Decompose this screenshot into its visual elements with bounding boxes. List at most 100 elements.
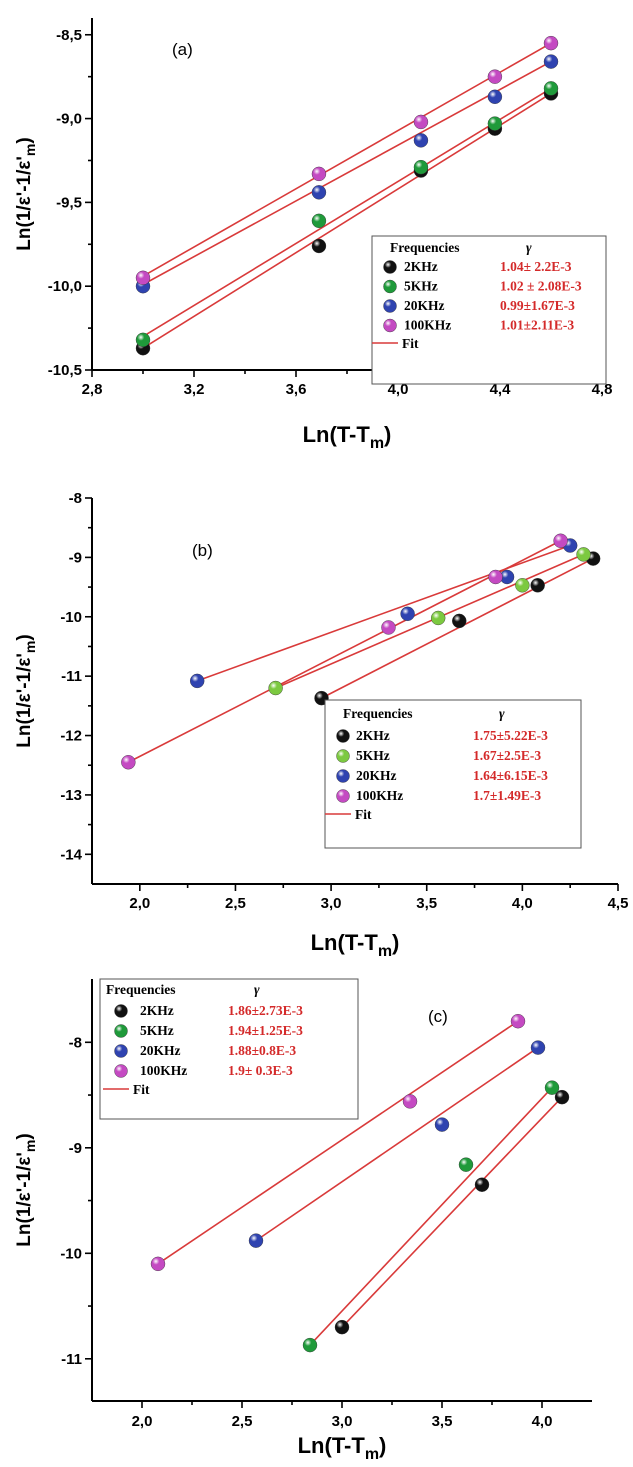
fit-line-20khz xyxy=(196,544,571,682)
fit-line-20khz xyxy=(142,60,552,286)
data-point-100khz xyxy=(553,533,568,548)
x-tick-label: 4,4 xyxy=(490,381,512,398)
y-tick-label: -10,5 xyxy=(48,362,82,379)
legend-marker-2khz xyxy=(114,1004,128,1018)
legend-gamma-value: 1.64±6.15E-3 xyxy=(473,768,548,783)
legend-label: 20KHz xyxy=(356,768,397,783)
legend-gamma-value: 1.04± 2.2E-3 xyxy=(500,259,572,274)
legend-fit-label: Fit xyxy=(402,336,419,351)
data-point-100khz xyxy=(135,270,151,286)
y-tick-label: -8 xyxy=(69,1034,82,1051)
x-tick-label: 3,5 xyxy=(416,895,437,912)
legend-label: 2KHz xyxy=(356,728,390,743)
data-point-2khz xyxy=(530,578,545,593)
data-point-100khz xyxy=(150,1256,166,1272)
data-point-100khz xyxy=(402,1094,418,1109)
x-tick-label: 3,0 xyxy=(321,895,342,912)
legend-gamma-value: 1.75±5.22E-3 xyxy=(473,728,548,743)
legend-label: 100KHz xyxy=(140,1063,187,1078)
data-point-5khz xyxy=(302,1337,318,1353)
y-tick-label: -9,5 xyxy=(56,194,82,211)
legend-label: 5KHz xyxy=(140,1023,174,1038)
fit-line-2khz xyxy=(341,1096,563,1328)
panel-label: (c) xyxy=(428,1007,448,1026)
legend-gamma-value: 1.7±1.49E-3 xyxy=(473,788,541,803)
y-tick-label: -9 xyxy=(69,549,82,566)
data-point-100khz xyxy=(543,35,559,51)
legend-label: 20KHz xyxy=(404,298,445,313)
legend-marker-20khz xyxy=(114,1044,128,1058)
data-point-5khz xyxy=(515,578,530,593)
legend-fit-label: Fit xyxy=(133,1082,150,1097)
legend-label: 20KHz xyxy=(140,1043,181,1058)
legend-marker-2khz xyxy=(383,260,397,274)
data-point-100khz xyxy=(381,620,396,635)
data-point-5khz xyxy=(135,332,151,348)
legend-marker-20khz xyxy=(336,769,350,783)
data-point-5khz xyxy=(487,116,503,131)
y-axis-label: Ln(1/ε'-1/ε'm) xyxy=(14,1133,38,1246)
fit-line-5khz xyxy=(275,553,584,689)
x-tick-label: 2,8 xyxy=(82,381,103,398)
x-tick-label: 4,0 xyxy=(388,381,409,398)
data-point-20khz xyxy=(400,606,415,622)
legend-marker-100khz xyxy=(383,318,397,333)
x-tick-label: 3,6 xyxy=(286,381,307,398)
x-axis-label: Ln(T-Tm) xyxy=(303,422,392,452)
y-tick-label: -12 xyxy=(60,728,82,745)
data-point-20khz xyxy=(311,185,327,200)
legend-gamma-header: γ xyxy=(526,240,532,255)
legend-title: Frequencies xyxy=(343,706,413,721)
data-point-100khz xyxy=(487,69,503,84)
y-tick-label: -8,5 xyxy=(56,27,82,44)
fit-line-2khz xyxy=(321,557,594,699)
y-tick-label: -9 xyxy=(69,1140,82,1157)
legend-gamma-value: 1.94±1.25E-3 xyxy=(228,1023,303,1038)
x-axis-label: Ln(T-Tm) xyxy=(298,1433,387,1463)
panel-label: (b) xyxy=(192,541,213,560)
x-tick-label: 4,5 xyxy=(608,895,629,912)
fit-line-20khz xyxy=(255,1046,539,1242)
data-point-5khz xyxy=(543,81,559,96)
data-point-2khz xyxy=(474,1177,490,1192)
data-point-100khz xyxy=(311,166,327,182)
legend-label: 100KHz xyxy=(404,318,451,333)
data-point-5khz xyxy=(431,610,446,626)
chart-panel-a: 2,8 3,2 3,6 4,0 4,4 4,8 -10,5 -10,0 -9,5 -9,0 -8,5… xyxy=(14,18,613,452)
x-axis-label: Ln(T-Tm) xyxy=(311,930,400,960)
x-tick-label: 4,8 xyxy=(592,381,613,398)
data-point-5khz xyxy=(576,547,591,562)
data-point-5khz xyxy=(268,680,283,696)
data-point-2khz xyxy=(334,1319,350,1335)
y-axis-label: Ln(1/ε'-1/ε'm) xyxy=(14,137,38,250)
legend-box xyxy=(371,235,607,385)
fit-line-2khz xyxy=(142,92,552,349)
y-tick-label: -8 xyxy=(69,490,82,507)
legend-marker-5khz xyxy=(383,279,397,294)
y-tick-label: -11 xyxy=(61,1351,82,1368)
data-point-5khz xyxy=(311,213,327,229)
legend-label: 100KHz xyxy=(356,788,403,803)
data-point-5khz xyxy=(413,159,429,175)
chart-panel-c: 2,0 2,5 3,0 3,5 4,0 -11 -10 -9 -8 Ln(T-Tm) Ln(1/ε'… xyxy=(14,978,592,1463)
y-tick-label: -13 xyxy=(60,787,82,804)
y-tick-label: -10,0 xyxy=(48,278,82,295)
fit-line-5khz xyxy=(142,87,552,338)
legend-gamma-value: 0.99±1.67E-3 xyxy=(500,298,575,313)
legend-marker-20khz xyxy=(383,299,397,313)
y-axis-label: Ln(1/ε'-1/ε'm) xyxy=(14,634,38,747)
data-point-2khz xyxy=(452,613,467,629)
y-tick-label: -9,0 xyxy=(56,111,82,128)
legend-label: 5KHz xyxy=(404,279,438,294)
legend-gamma-value: 1.01±2.11E-3 xyxy=(500,318,574,333)
data-point-5khz xyxy=(544,1080,560,1095)
legend-gamma-value: 1.67±2.5E-3 xyxy=(473,748,541,763)
x-tick-label: 4,0 xyxy=(532,1413,553,1430)
legend-gamma-header: γ xyxy=(254,982,260,997)
legend-marker-2khz xyxy=(336,729,350,743)
y-tick-label: -14 xyxy=(60,846,82,863)
x-tick-label: 2,0 xyxy=(129,895,150,912)
chart-panel-b: 2,0 2,5 3,0 3,5 4,0 4,5 -14 -13 -12 -11 -10 -9 -8 Ln(… xyxy=(14,490,629,960)
data-point-5khz xyxy=(458,1157,474,1172)
data-point-2khz xyxy=(554,1089,570,1105)
